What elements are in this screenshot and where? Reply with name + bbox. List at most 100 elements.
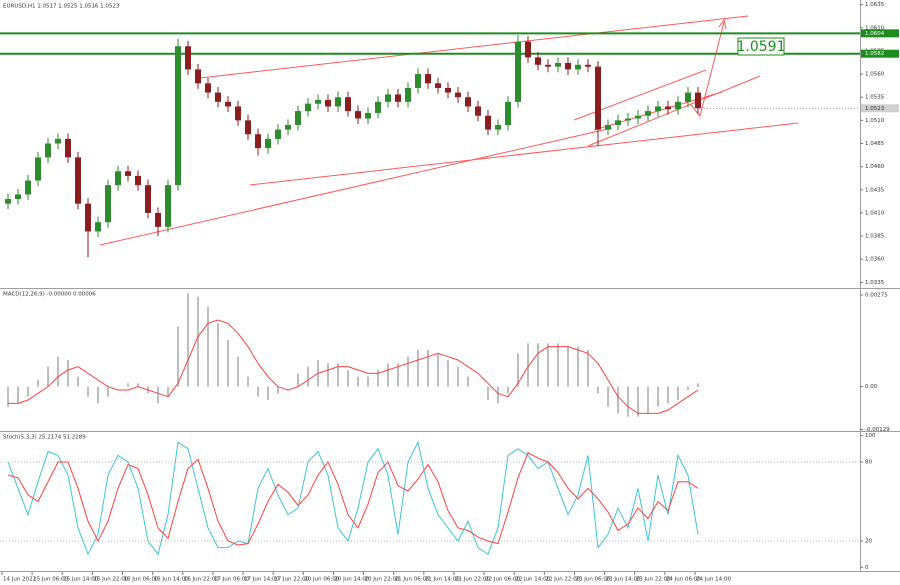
candle-body [275, 129, 281, 139]
y-tick-label: 0.00275 [865, 293, 888, 299]
level-label-box [861, 29, 899, 38]
candle-body [445, 87, 451, 93]
candle-body [55, 138, 61, 144]
candle-body [335, 97, 341, 107]
x-tick-label: 15 Jun 22:00 [93, 577, 128, 583]
candle-body [595, 66, 601, 130]
last-price-box [861, 104, 899, 113]
x-tick-label: 21 Jun 14:00 [425, 577, 460, 583]
signal-line [7, 452, 699, 546]
x-tick-label: 16 Jun 22:00 [184, 577, 219, 583]
candle-body [85, 203, 91, 232]
y-tick-label: 1.0485 [865, 141, 885, 147]
candle-body [495, 124, 501, 130]
candle-body [505, 101, 511, 125]
x-tick-label: 23 Jun 14:00 [606, 577, 641, 583]
trendline [99, 127, 613, 246]
candle-body [625, 118, 631, 121]
x-tick-label: 22 Jun 06:00 [485, 577, 520, 583]
candle-body [465, 97, 471, 107]
candle-body [185, 46, 191, 70]
candle-body [175, 46, 181, 186]
candle-body [415, 74, 421, 88]
x-tick-label: 22 Jun 22:00 [545, 577, 580, 583]
candle-body [5, 199, 11, 204]
candle-body [615, 120, 621, 125]
x-tick-label: 16 Jun 06:00 [124, 577, 159, 583]
candle-body [365, 112, 371, 119]
x-tick-label: 23 Jun 06:00 [575, 577, 610, 583]
x-tick-label: 20 Jun 06:00 [304, 577, 339, 583]
candle-body [665, 106, 671, 110]
candle-body [455, 92, 461, 98]
candle-body [395, 94, 401, 102]
candle-body [285, 124, 291, 130]
y-tick-label: 1.0560 [865, 72, 885, 78]
candle-body [155, 212, 161, 227]
candle-body [75, 157, 81, 204]
trendline [249, 122, 799, 186]
candle-body [685, 92, 691, 102]
x-tick-label: 15 Jun 14:00 [63, 577, 98, 583]
x-tick-label: 14 Jun 2022 [3, 577, 36, 583]
candle-body [535, 57, 541, 65]
candle-body [295, 111, 301, 125]
candle-body [315, 99, 321, 104]
y-tick-label: 80 [865, 459, 872, 465]
level-label: 1.0604 [865, 31, 885, 37]
candle-body [35, 157, 41, 181]
candle-body [515, 41, 521, 102]
candle-body [235, 106, 241, 121]
candle-body [375, 101, 381, 113]
x-tick-label: 24 Jun 06:00 [666, 577, 701, 583]
trendline [587, 75, 761, 147]
candle-body [115, 171, 121, 186]
candle-body [555, 62, 561, 67]
chart-title: EURUSD,H1 1.0517 1.0525 1.0516 1.0523 [3, 4, 120, 10]
trendline [199, 15, 749, 79]
candle-body [385, 94, 391, 102]
x-tick-label: 17 Jun 06:00 [214, 577, 249, 583]
main-line [7, 440, 699, 556]
candle-body [575, 64, 581, 70]
x-tick-label: 17 Jun 22:00 [274, 577, 309, 583]
candle-body [25, 180, 31, 195]
y-tick-label: 1.0360 [865, 257, 885, 263]
candle-body [655, 106, 661, 112]
candle-body [355, 111, 361, 119]
indicator-title: Stoch(5,3,3) 25.2174 51.2289 [3, 435, 86, 441]
candle-body [545, 64, 551, 67]
y-tick-label: 0 [865, 565, 869, 571]
x-tick-label: 21 Jun 22:00 [455, 577, 490, 583]
candle-body [45, 143, 51, 158]
level-label-box [861, 49, 899, 58]
indicator-title: MACD(12,26,9) -0.00000 0.00006 [3, 292, 96, 298]
candle-body [635, 115, 641, 119]
annotation-box [737, 37, 785, 56]
y-tick-label: 1.0535 [865, 95, 885, 101]
candle-body [165, 185, 171, 227]
candle-body [425, 74, 431, 84]
y-tick-label: 1.0635 [865, 2, 885, 8]
candle-body [65, 138, 71, 158]
candle-body [135, 175, 141, 186]
candle-body [125, 171, 131, 176]
candle-body [345, 97, 351, 112]
candle-body [675, 101, 681, 110]
x-tick-label: 24 Jun 14:00 [696, 577, 731, 583]
candle-body [205, 83, 211, 93]
candle-body [605, 124, 611, 130]
y-tick-label: 1.0435 [865, 187, 885, 193]
x-tick-label: 20 Jun 22:00 [365, 577, 400, 583]
candle-body [565, 62, 571, 70]
level-label: 1.0582 [865, 51, 884, 57]
arrow-head [718, 18, 727, 30]
y-tick-label: 100 [865, 433, 876, 439]
x-tick-label: 16 Jun 14:00 [154, 577, 189, 583]
y-tick-label: 0.00 [865, 384, 878, 390]
y-tick-label: 20 [865, 539, 872, 545]
candle-body [245, 120, 251, 135]
x-tick-label: 20 Jun 14:00 [334, 577, 369, 583]
